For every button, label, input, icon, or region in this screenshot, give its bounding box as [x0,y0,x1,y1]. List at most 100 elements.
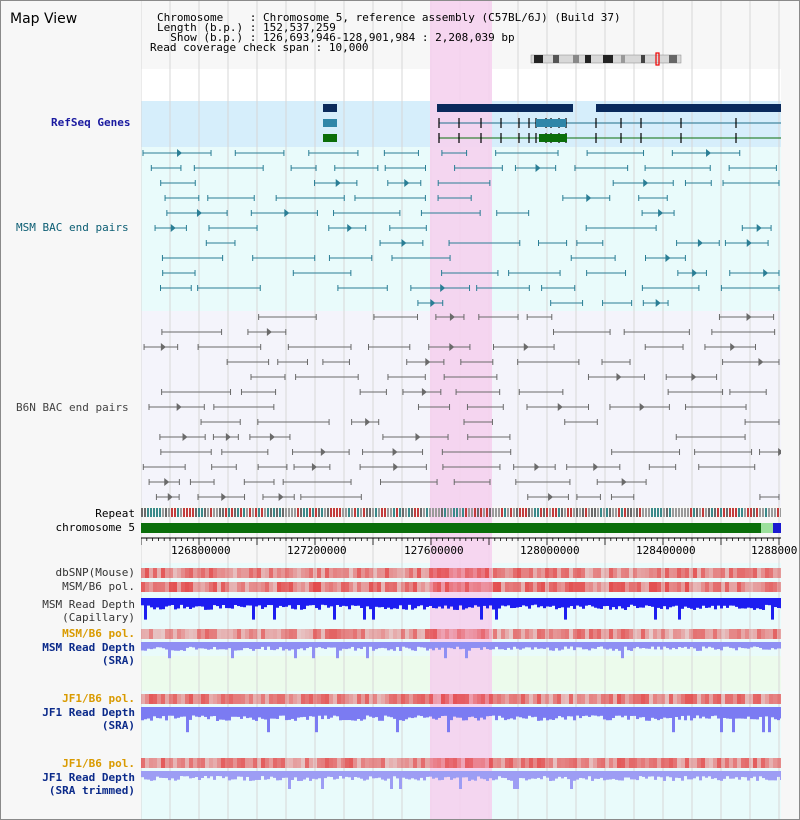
jf1-read-depth-sra-label[interactable]: JF1 Read Depth [42,706,135,719]
depth-bar [519,771,522,779]
heat-cell [777,694,781,704]
heat-cell [361,629,365,639]
repeat-mark [156,508,158,517]
depth-bar [744,642,747,649]
heat-cell [337,629,341,639]
depth-bar [312,707,315,717]
chromosome-track-label[interactable]: chromosome 5 [55,521,135,534]
depth-bar [621,771,624,781]
heat-cell [409,629,413,639]
heat-cell [241,582,245,592]
heat-cell [457,758,461,768]
heat-cell [233,568,237,578]
bac-end-arrow [665,254,671,262]
heat-cell [185,582,189,592]
msm-read-depth-capillary-label[interactable]: MSM Read Depth [42,598,135,611]
heat-cell [557,629,561,639]
repeat-mark [750,508,752,517]
depth-bar [354,771,357,778]
depth-bar [768,707,771,733]
heat-cell [381,629,385,639]
repeat-mark [282,508,284,517]
depth-bar [588,707,591,717]
heat-cell [421,568,425,578]
heat-cell [521,758,525,768]
jf1-b6-pol-trimmed-label[interactable]: JF1/B6 pol. [62,757,135,770]
msm-bac-end-pairs-label[interactable]: MSM BAC end pairs [16,221,129,234]
heat-cell [245,568,249,578]
chromosome-ideogram[interactable] [529,52,685,66]
depth-bar [762,771,765,779]
depth-bar [591,771,594,781]
depth-bar [447,707,450,733]
depth-bar [201,642,204,649]
refseq-genes-label[interactable]: RefSeq Genes [51,116,131,129]
heat-cell [149,568,153,578]
heat-cell [665,582,669,592]
heat-cell [537,629,541,639]
depth-bar [738,771,741,780]
depth-bar [720,642,723,651]
depth-bar [417,771,420,781]
depth-bar [354,642,357,651]
b6n-bac-end-pairs-label[interactable]: B6N BAC end pairs [16,401,129,414]
heat-cell [553,758,557,768]
depth-bar [621,642,624,659]
heat-cell [557,694,561,704]
msm-read-depth-sra-label[interactable]: MSM Read Depth [42,641,135,654]
depth-bar [768,642,771,650]
heat-cell [777,629,781,639]
dbsnp-label[interactable]: dbSNP(Mouse) [55,566,135,579]
heat-cell [589,582,593,592]
depth-bar [693,598,696,610]
heat-cell [205,582,209,592]
depth-bar [294,771,297,778]
heat-cell [525,694,529,704]
depth-bar [216,598,219,607]
heat-cell [313,758,317,768]
depth-bar [615,598,618,610]
heat-cell [257,582,261,592]
repeat-label[interactable]: Repeat [95,507,135,520]
depth-bar [312,771,315,779]
depth-bar [450,598,453,607]
depth-bar [375,707,378,718]
msm-b6-pol-sra-label[interactable]: MSM/B6 pol. [62,627,135,640]
depth-bar [354,707,357,721]
depth-bar [561,771,564,779]
depth-bar [285,771,288,778]
heat-cell [165,629,169,639]
heat-cell [161,758,165,768]
heat-cell [489,694,493,704]
heat-cell [429,568,433,578]
depth-bar [450,642,453,649]
depth-bar [147,642,150,649]
msm-b6-pol-label[interactable]: MSM/B6 pol. [62,580,135,593]
depth-bar [276,642,279,650]
jf1-b6-pol-label[interactable]: JF1/B6 pol. [62,692,135,705]
heat-cell [313,629,317,639]
depth-bar [414,642,417,651]
genome-tracks-canvas[interactable] [141,1,781,819]
heat-cell [329,582,333,592]
heat-cell [293,629,297,639]
depth-bar [165,598,168,607]
jf1-read-depth-trimmed-label[interactable]: JF1 Read Depth [42,771,135,784]
depth-bar [375,771,378,779]
heat-cell [473,629,477,639]
depth-bar [594,771,597,779]
heat-cell [533,582,537,592]
repeat-mark [381,508,383,517]
genome-track-panel[interactable] [141,1,781,819]
depth-bar [315,642,318,648]
depth-bar [141,707,144,721]
depth-bar [285,598,288,607]
heat-cell [669,694,673,704]
depth-bar [252,707,255,720]
repeat-mark [585,508,587,517]
heat-cell [629,694,633,704]
heat-cell [225,582,229,592]
depth-bar [228,707,231,721]
bac-end-arrow [706,149,712,157]
repeat-mark [405,508,407,517]
